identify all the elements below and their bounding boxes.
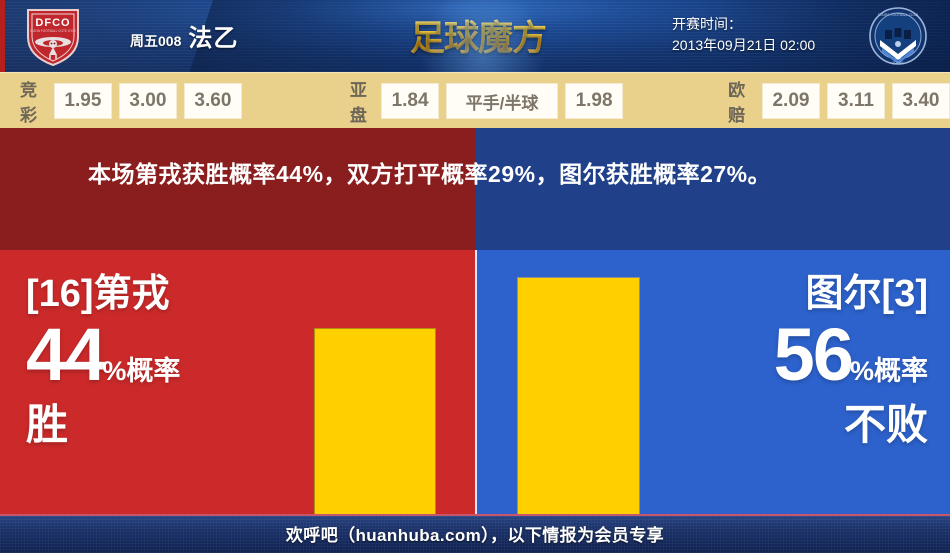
kickoff-time: 开赛时间： 2013年09月21日 02:00	[672, 14, 815, 56]
svg-text:DFCO: DFCO	[35, 17, 70, 29]
away-probability-suffix: %概率	[849, 356, 928, 386]
summary-half-away	[475, 128, 950, 250]
home-outcome-label: 胜	[26, 401, 69, 448]
home-team-name: [16]第戎	[26, 273, 170, 315]
header-red-accent-stripe	[0, 0, 5, 72]
odds-group-label: 亚盘	[349, 81, 368, 125]
odds-cell-handicap[interactable]: 平手/半球	[446, 83, 559, 119]
home-team-stats: [16]第戎 44 %概率 胜	[26, 272, 180, 448]
odds-group-jingcai: 竞彩 1.95 3.00 3.60	[20, 76, 242, 126]
odds-cell-away[interactable]: 3.60	[183, 83, 242, 119]
odds-group-label: 竞彩	[20, 81, 38, 125]
odds-group-oupei: 欧赔 2.09 3.11 3.40	[728, 76, 950, 126]
kickoff-label: 开赛时间：	[672, 16, 742, 32]
odds-cell-away[interactable]: 3.40	[891, 83, 950, 119]
odds-group-yapan: 亚盘 1.84 平手/半球 1.98	[349, 76, 624, 126]
footer-text: 欢呼吧（huanhuba.com），以下情报为会员专享	[285, 526, 665, 545]
odds-cell-home[interactable]: 2.09	[761, 83, 820, 119]
bar-home-probability	[314, 328, 436, 514]
svg-text:TOURS: TOURS	[892, 61, 903, 65]
odds-cell-home[interactable]: 1.84	[381, 83, 440, 119]
away-outcome-label: 不败	[843, 401, 928, 448]
away-team-name: 图尔[3]	[805, 273, 928, 315]
brand-logo-text: 足球魔方	[410, 10, 547, 61]
svg-text:TOURS FOOTBALL CLUB: TOURS FOOTBALL CLUB	[878, 13, 919, 17]
summary-half-home	[0, 128, 475, 250]
footer-top-accent-line	[0, 514, 950, 516]
odds-bar: 竞彩 1.95 3.00 3.60 亚盘 1.84 平手/半球 1.98 欧赔 …	[0, 72, 950, 129]
bar-away-probability	[517, 277, 640, 514]
svg-text:DIJON FOOTBALL COTE D'OR: DIJON FOOTBALL COTE D'OR	[30, 29, 76, 33]
summary-text: 本场第戎获胜概率44%，双方打平概率29%，图尔获胜概率27%。	[88, 161, 772, 187]
odds-cell-home[interactable]: 1.95	[53, 83, 112, 119]
away-team-stats: 图尔[3] 56 %概率 不败	[774, 272, 928, 448]
away-probability-row: 56 %概率	[773, 313, 928, 396]
footer-bar: 欢呼吧（huanhuba.com），以下情报为会员专享	[0, 514, 950, 553]
home-team-crest-icon: DFCO DIJON FOOTBALL COTE D'OR	[27, 9, 79, 67]
odds-cell-away[interactable]: 1.98	[565, 83, 624, 119]
home-probability-row: 44 %概率	[26, 313, 181, 396]
match-round-label: 周五008	[130, 33, 182, 49]
odds-cell-draw[interactable]: 3.00	[118, 83, 177, 119]
match-label: 周五008 法乙	[130, 18, 238, 53]
brand-logo: 足球魔方	[398, 0, 558, 72]
summary-banner: 本场第戎获胜概率44%，双方打平概率29%，图尔获胜概率27%。	[0, 128, 950, 250]
header-bar: DFCO DIJON FOOTBALL COTE D'OR 周五008 法乙 足…	[0, 0, 950, 72]
footer-background	[0, 514, 950, 553]
odds-cell-draw[interactable]: 3.11	[826, 83, 885, 119]
odds-group-label: 欧赔	[728, 81, 747, 125]
kickoff-value: 2013年09月21日 02:00	[672, 37, 816, 53]
chart-center-divider	[475, 250, 477, 514]
home-probability-value: 44	[26, 313, 106, 396]
away-probability-value: 56	[773, 313, 854, 396]
probability-chart: [16]第戎 44 %概率 胜 图尔[3] 56 %概率 不败	[0, 250, 950, 514]
home-probability-suffix: %概率	[102, 356, 181, 386]
away-team-crest-icon: TOURS FOOTBALL CLUB TOURS	[869, 7, 927, 65]
match-league-label: 法乙	[188, 25, 239, 52]
